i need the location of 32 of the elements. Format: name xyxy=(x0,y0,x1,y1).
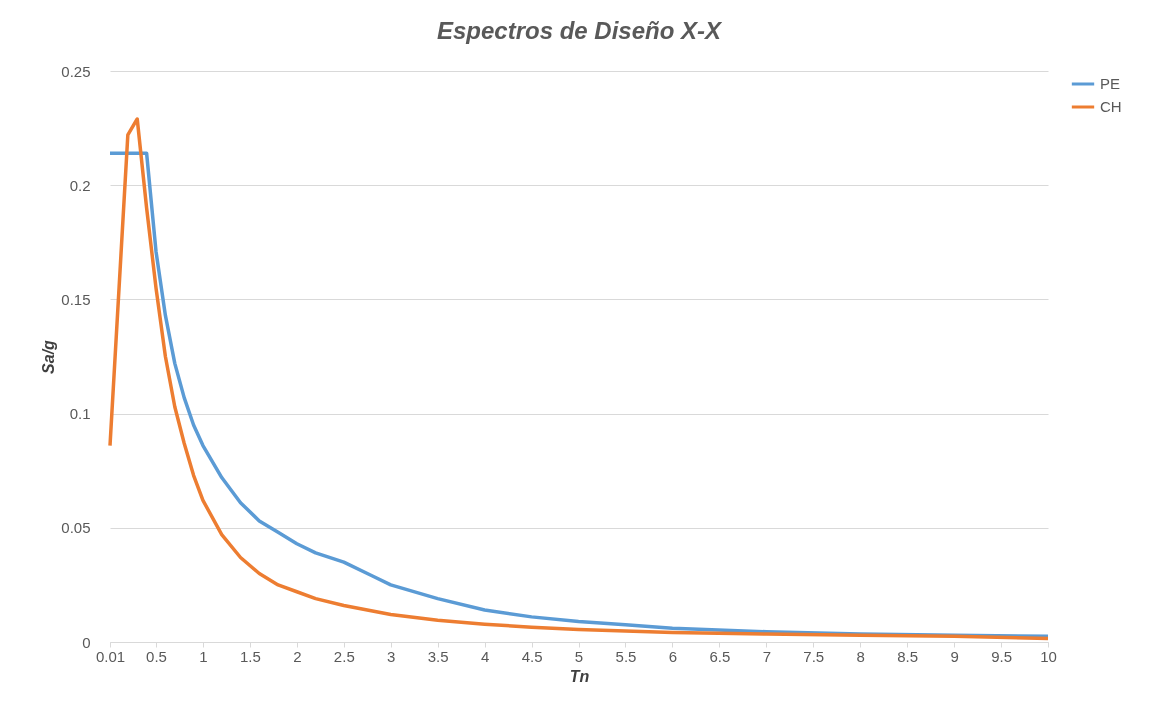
x-tick-label: 2.5 xyxy=(333,647,355,665)
legend-label: CH xyxy=(1100,98,1122,115)
y-tick-label: 0.05 xyxy=(61,519,91,537)
x-tick-label: 10 xyxy=(1040,647,1057,665)
x-tick-label: 4 xyxy=(480,647,490,665)
x-tick-label: 0.01 xyxy=(95,647,126,665)
x-tick-label: 9 xyxy=(950,647,959,665)
x-tick-label: 3 xyxy=(387,647,396,665)
x-tick-label: 7 xyxy=(762,647,771,665)
x-tick-label: 5 xyxy=(574,647,584,665)
x-tick-label: 1 xyxy=(199,647,208,665)
x-tick-label: 8.5 xyxy=(897,647,919,665)
chart-title: Espectros de Diseño X-X xyxy=(436,17,724,44)
y-axis-title: Sa/g xyxy=(40,339,58,374)
x-tick-label: 1.5 xyxy=(239,647,261,665)
y-tick-label: 0.25 xyxy=(61,62,91,80)
y-tick-label: 0.15 xyxy=(61,290,91,308)
x-tick-label: 4.5 xyxy=(521,647,543,665)
x-axis-title: Tn xyxy=(569,667,590,685)
x-tick-label: 3.5 xyxy=(427,647,449,665)
y-tick-label: 0 xyxy=(82,633,91,651)
y-tick-label: 0.2 xyxy=(69,176,91,194)
x-tick-label: 6 xyxy=(668,647,678,665)
x-tick-label: 9.5 xyxy=(991,647,1012,665)
legend-label: PE xyxy=(1100,75,1121,92)
x-tick-label: 8 xyxy=(856,647,865,665)
x-tick-label: 0.5 xyxy=(146,647,167,665)
x-tick-label: 5.5 xyxy=(615,647,637,665)
x-tick-label: 2 xyxy=(293,647,302,665)
x-tick-label: 7.5 xyxy=(803,647,825,665)
y-tick-label: 0.1 xyxy=(69,405,91,423)
x-tick-label: 6.5 xyxy=(709,647,731,665)
